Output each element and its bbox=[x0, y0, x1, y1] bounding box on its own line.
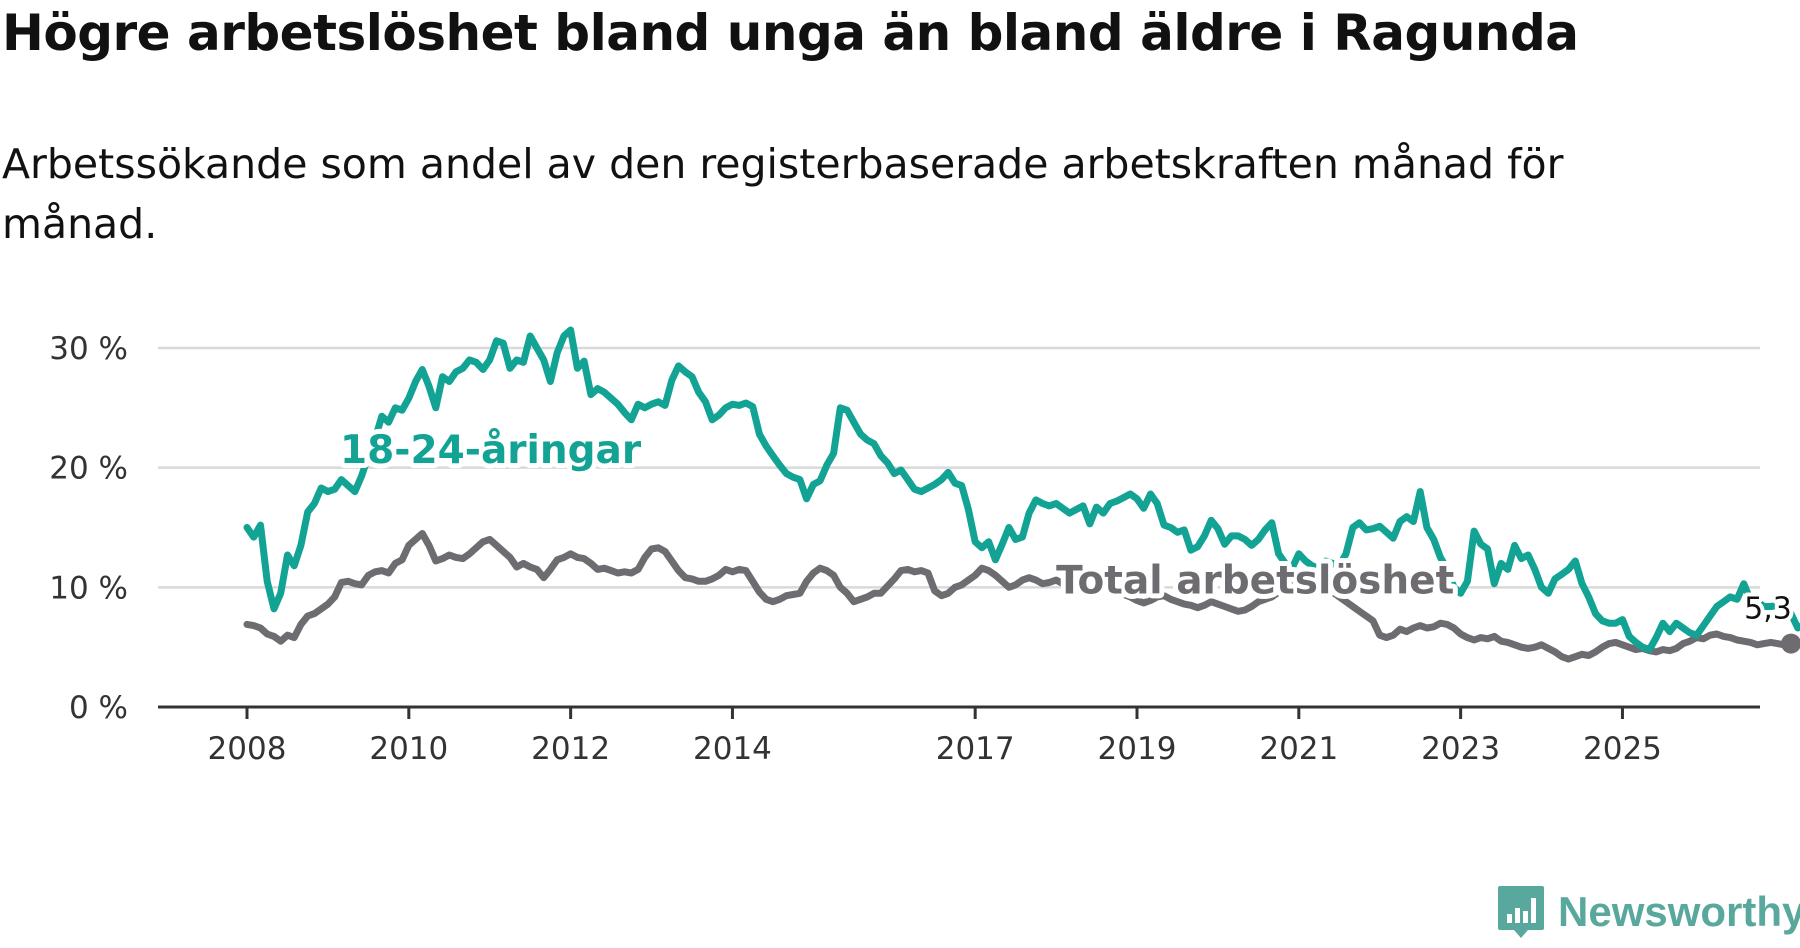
chart-title: Högre arbetslöshet bland unga än bland ä… bbox=[2, 4, 1579, 62]
series-line-total bbox=[243, 530, 1795, 663]
y-tick-label: 30 % bbox=[49, 331, 128, 367]
brand-name: Newsworthy bbox=[1558, 888, 1800, 935]
x-tick-label: 2017 bbox=[936, 731, 1015, 767]
y-tick-label: 10 % bbox=[49, 570, 128, 606]
x-tick-label: 2008 bbox=[208, 731, 287, 767]
series-lines bbox=[243, 326, 1800, 663]
series-line-youth bbox=[243, 326, 1800, 654]
x-tick-label: 2019 bbox=[1098, 731, 1177, 767]
x-tick-label: 2025 bbox=[1583, 731, 1662, 767]
x-tick-label: 2023 bbox=[1421, 731, 1500, 767]
end-point-total bbox=[1781, 633, 1800, 654]
series-label-youth: 18-24-åringar bbox=[340, 428, 642, 473]
chart-subtitle: Arbetssökande som andel av den registerb… bbox=[2, 140, 1564, 248]
x-tick-label: 2014 bbox=[693, 731, 772, 767]
series-label-total: Total arbetslöshet bbox=[1056, 558, 1454, 603]
x-tick-label: 2021 bbox=[1259, 731, 1338, 767]
newsworthy-chart-logo-icon bbox=[1498, 886, 1544, 938]
gridlines bbox=[158, 346, 1760, 709]
y-tick-label: 20 % bbox=[49, 451, 128, 487]
y-tick-label: 0 % bbox=[69, 690, 128, 726]
x-tick-label: 2012 bbox=[531, 731, 610, 767]
newsworthy-logo[interactable]: Newsworthy bbox=[1496, 884, 1800, 940]
end-label-total: 5,3 % bbox=[1744, 592, 1800, 627]
x-axis-ticks: 2008 2010 2012 2014 2017 2019 2021 2023 2025 bbox=[208, 707, 1662, 767]
y-axis-ticks: 0 % 10 % 20 % 30 % bbox=[49, 331, 128, 726]
x-tick-label: 2010 bbox=[369, 731, 448, 767]
